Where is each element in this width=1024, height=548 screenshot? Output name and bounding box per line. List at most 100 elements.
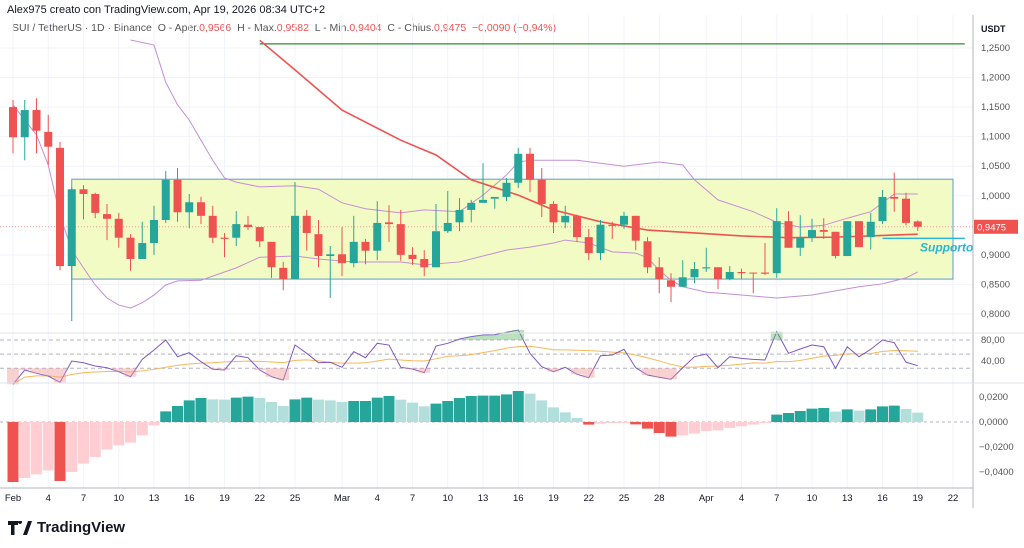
macd-histogram-bar [783, 413, 794, 422]
time-tick-label: 22 [254, 493, 265, 504]
candle-body [396, 224, 405, 255]
macd-histogram-bar [736, 422, 747, 427]
macd-histogram-bar [794, 411, 806, 422]
macd-histogram-bar [242, 396, 254, 422]
candle-body [819, 230, 828, 232]
rsi-oversold-fill [571, 368, 583, 375]
macd-histogram-bar [806, 408, 818, 422]
candle-body [326, 254, 335, 257]
candle-body [44, 131, 53, 147]
rsi-moving-average-line [12, 345, 918, 385]
macd-histogram-bar [700, 422, 712, 431]
candle-body [843, 221, 852, 257]
rsi-oversold-fill [406, 368, 419, 370]
macd-histogram-bar [277, 406, 289, 422]
macd-histogram-bar [536, 400, 548, 422]
macd-histogram-bar [383, 396, 395, 422]
candle-body [608, 224, 617, 226]
rsi-overbought-fill [465, 336, 478, 340]
macd-histogram-bar [195, 398, 207, 422]
price-tick-label: 1,1000 [981, 132, 1010, 143]
time-tick-label: 10 [807, 493, 818, 504]
time-tick-label: 22 [948, 493, 959, 504]
macd-histogram-bar [454, 398, 465, 422]
candle-body [514, 153, 523, 183]
rsi-overbought-fill [488, 334, 501, 340]
candle-body [479, 199, 487, 203]
macd-histogram-bar [136, 422, 148, 436]
macd-histogram-bar [430, 403, 442, 422]
macd-pane [0, 391, 973, 482]
candle-body [596, 224, 605, 254]
candle-body [443, 222, 452, 232]
chart-credit: Alex975 creato con TradingView.com, Apr … [7, 4, 326, 16]
candle-body [678, 277, 687, 287]
macd-histogram-bar [606, 422, 618, 423]
rsi-oversold-fill [7, 368, 19, 385]
candle-body [20, 110, 29, 138]
candle-body [232, 224, 241, 238]
time-tick-label: 16 [513, 493, 524, 504]
macd-histogram-bar [618, 422, 630, 423]
candle-body [643, 241, 652, 268]
macd-histogram-bar [395, 399, 407, 422]
tradingview-logo: TradingView [8, 519, 125, 536]
macd-histogram-bar [54, 422, 66, 481]
time-tick-label: 19 [912, 493, 923, 504]
time-tick-label: 7 [81, 493, 86, 504]
change-value: −0,0090 (−0,94%) [472, 22, 557, 34]
candle-body [173, 179, 182, 213]
macd-tick-label: 0,0200 [979, 392, 1008, 403]
rsi-oversold-fill [547, 368, 560, 372]
macd-histogram-bar [230, 397, 242, 422]
rsi-oversold-fill [665, 368, 677, 380]
candle-body [373, 222, 382, 251]
candle-body [561, 215, 570, 223]
candle-body [185, 202, 194, 213]
macd-histogram-bar [724, 422, 736, 428]
macd-tick-label: −0,0200 [979, 442, 1014, 453]
candle-body [197, 202, 205, 216]
time-tick-label: Apr [699, 493, 714, 504]
candle-body [385, 222, 393, 225]
rsi-overbought-fill [770, 331, 783, 340]
macd-histogram-bar [172, 406, 183, 422]
macd-histogram-bar [853, 410, 865, 422]
candle-body [913, 221, 922, 227]
time-tick-label: 7 [410, 493, 415, 504]
candle-body [314, 234, 323, 257]
rsi-overbought-fill [477, 334, 489, 340]
time-tick-label: 28 [654, 493, 665, 504]
macd-histogram-bar [771, 414, 783, 422]
rsi-oversold-fill [277, 368, 290, 380]
price-tick-label: 0,8000 [981, 309, 1010, 320]
candle-body [208, 215, 217, 238]
candle-body [631, 215, 640, 241]
candle-body [420, 258, 429, 268]
rsi-oversold-fill [206, 368, 219, 370]
candle-body [749, 272, 758, 274]
candle-body [302, 215, 311, 233]
macd-histogram-bar [207, 399, 219, 422]
macd-tick-label: −0,0400 [979, 467, 1014, 478]
time-tick-label: 19 [548, 493, 559, 504]
rsi-oversold-fill [253, 368, 266, 370]
macd-histogram-bar [501, 394, 512, 422]
rsi-oversold-fill [218, 368, 231, 370]
candle-body [878, 196, 887, 222]
macd-histogram-bar [465, 396, 477, 422]
rsi-overbought-fill [453, 339, 466, 340]
price-tick-label: 1,1500 [981, 102, 1010, 113]
candle-body [702, 267, 711, 269]
candle-body [349, 241, 358, 264]
macd-histogram-bar [900, 409, 912, 422]
symbol-label[interactable]: SUI / TetherUS · 1D · Binance [12, 22, 152, 34]
macd-histogram-bar [524, 393, 536, 422]
macd-histogram-bar [830, 411, 841, 422]
macd-histogram-bar [301, 397, 313, 422]
macd-histogram-bar [865, 409, 877, 422]
candle-body [32, 110, 41, 131]
candle-body [220, 237, 229, 239]
time-tick-label: 4 [375, 493, 380, 504]
